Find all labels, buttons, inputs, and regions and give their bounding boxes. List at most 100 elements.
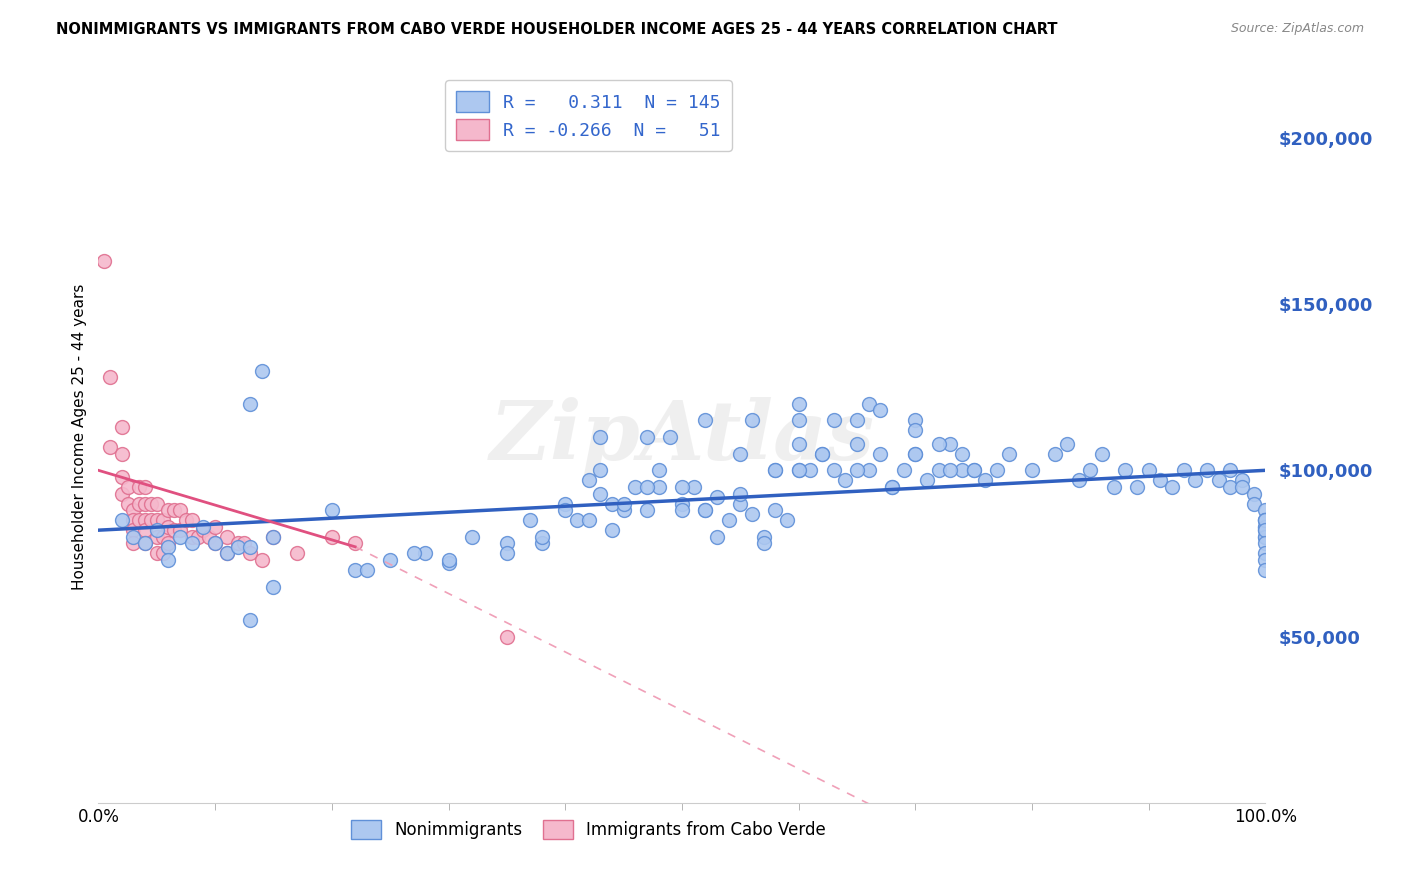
Point — [1195, 463, 1218, 477]
Point — [157, 540, 180, 554]
Point — [787, 436, 810, 450]
Point — [117, 480, 139, 494]
Point — [730, 486, 752, 500]
Point — [730, 497, 752, 511]
Point — [763, 463, 786, 477]
Point — [496, 546, 519, 560]
Point — [695, 503, 717, 517]
Point — [496, 536, 519, 550]
Point — [578, 473, 600, 487]
Point — [1254, 546, 1277, 560]
Point — [134, 536, 156, 550]
Point — [1254, 523, 1277, 537]
Point — [554, 503, 576, 517]
Point — [811, 447, 834, 461]
Point — [904, 447, 927, 461]
Point — [671, 480, 693, 494]
Point — [134, 480, 156, 494]
Point — [122, 513, 145, 527]
Point — [1114, 463, 1136, 477]
Point — [461, 530, 484, 544]
Point — [695, 413, 717, 427]
Point — [834, 473, 856, 487]
Point — [157, 536, 180, 550]
Point — [950, 447, 973, 461]
Point — [198, 530, 221, 544]
Point — [519, 513, 541, 527]
Point — [169, 503, 191, 517]
Point — [1243, 486, 1265, 500]
Point — [285, 546, 308, 560]
Point — [717, 513, 740, 527]
Point — [624, 480, 647, 494]
Point — [496, 630, 519, 644]
Point — [163, 503, 186, 517]
Point — [174, 513, 197, 527]
Point — [1067, 473, 1090, 487]
Point — [204, 520, 226, 534]
Point — [152, 530, 174, 544]
Point — [1219, 463, 1241, 477]
Legend: Nonimmigrants, Immigrants from Cabo Verde: Nonimmigrants, Immigrants from Cabo Verd… — [344, 814, 832, 846]
Point — [193, 523, 215, 537]
Text: ZipAtlas: ZipAtlas — [489, 397, 875, 477]
Point — [187, 530, 209, 544]
Point — [787, 463, 810, 477]
Point — [239, 397, 262, 411]
Point — [589, 463, 612, 477]
Point — [1173, 463, 1195, 477]
Point — [139, 497, 162, 511]
Point — [93, 253, 115, 268]
Point — [1045, 447, 1067, 461]
Point — [880, 480, 903, 494]
Point — [215, 546, 238, 560]
Point — [239, 540, 262, 554]
Point — [706, 530, 728, 544]
Point — [811, 447, 834, 461]
Point — [869, 403, 891, 417]
Point — [239, 546, 262, 560]
Point — [600, 523, 623, 537]
Point — [98, 440, 121, 454]
Point — [730, 447, 752, 461]
Point — [250, 363, 273, 377]
Point — [321, 503, 343, 517]
Point — [928, 436, 950, 450]
Point — [250, 553, 273, 567]
Point — [228, 540, 250, 554]
Point — [344, 536, 367, 550]
Point — [122, 530, 145, 544]
Point — [1254, 520, 1277, 534]
Point — [1254, 503, 1277, 517]
Point — [380, 553, 402, 567]
Point — [139, 513, 162, 527]
Point — [904, 424, 927, 438]
Point — [146, 513, 169, 527]
Point — [413, 546, 436, 560]
Point — [962, 463, 984, 477]
Point — [1208, 473, 1230, 487]
Point — [111, 420, 134, 434]
Point — [1254, 523, 1277, 537]
Point — [180, 530, 202, 544]
Point — [157, 520, 180, 534]
Point — [1230, 473, 1253, 487]
Point — [869, 447, 891, 461]
Point — [846, 463, 869, 477]
Point — [530, 536, 553, 550]
Point — [204, 536, 226, 550]
Point — [128, 513, 150, 527]
Point — [1184, 473, 1206, 487]
Point — [752, 536, 775, 550]
Point — [928, 463, 950, 477]
Point — [823, 413, 845, 427]
Y-axis label: Householder Income Ages 25 - 44 years: Householder Income Ages 25 - 44 years — [72, 284, 87, 591]
Point — [98, 370, 121, 384]
Point — [974, 473, 997, 487]
Text: NONIMMIGRANTS VS IMMIGRANTS FROM CABO VERDE HOUSEHOLDER INCOME AGES 25 - 44 YEAR: NONIMMIGRANTS VS IMMIGRANTS FROM CABO VE… — [56, 22, 1057, 37]
Point — [128, 480, 150, 494]
Point — [613, 503, 636, 517]
Point — [1254, 553, 1277, 567]
Point — [671, 503, 693, 517]
Point — [636, 430, 658, 444]
